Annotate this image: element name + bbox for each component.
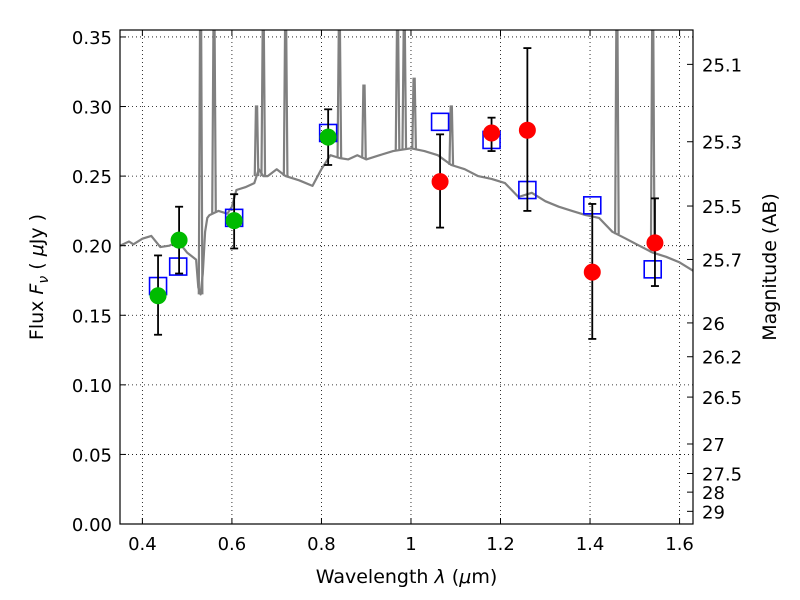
optical-data-point (149, 287, 167, 305)
x-axis-label-part: Wavelength (316, 566, 435, 588)
y-axis-label-part: ν (36, 276, 52, 284)
y2-tick-label: 27.5 (702, 464, 742, 485)
x-axis-label-part: ( (446, 566, 459, 588)
x-axis-label-part: m) (471, 566, 497, 588)
y2-tick-label: 26.2 (702, 348, 742, 369)
y-axis-label-part: Flux (26, 295, 48, 341)
near-ir-data-point (518, 121, 536, 139)
y-tick-label: 0.20 (72, 237, 112, 258)
y2-tick-label: 27 (702, 435, 725, 456)
y2-axis-label: Magnitude (AB) (759, 193, 781, 341)
x-tick-label: 1.2 (486, 534, 515, 555)
x-axis-label-part: λ (434, 566, 446, 588)
y2-tick-label: 29 (702, 502, 725, 523)
y-axis-label-part: μ (26, 244, 48, 257)
y2-tick-label: 25.5 (702, 197, 742, 218)
y-tick-label: 0.25 (72, 167, 112, 188)
model-emission-line (211, 30, 217, 213)
y2-tick-label: 26 (702, 314, 725, 335)
model-emission-line (197, 30, 204, 295)
y-axis-label-part: F (26, 283, 48, 295)
plot-frame (119, 29, 694, 525)
x-axis-label-part: μ (458, 566, 471, 588)
y2-tick-label: 25.1 (702, 55, 742, 76)
y-tick-label: 0.35 (72, 28, 112, 49)
y2-tick-label: 28 (702, 483, 725, 504)
y-tick-label: 0.15 (72, 306, 112, 327)
model-continuum-line (120, 147, 693, 296)
optical-data-point (170, 231, 188, 249)
y2-tick-label: 26.5 (702, 388, 742, 409)
y-axis-label-part: Jy ) (26, 214, 48, 245)
model-spectrum (120, 30, 693, 296)
model-emission-line (394, 30, 401, 151)
y-axis-label: Flux Fν ( μJy ) (26, 214, 52, 340)
data-points (148, 47, 664, 340)
model-emission-line (282, 30, 289, 177)
model-emission-line (614, 30, 620, 235)
model-emission-line (411, 77, 418, 149)
x-tick-label: 1.6 (665, 534, 694, 555)
y2-tick-label: 25.7 (702, 250, 742, 271)
model-photometry-square (643, 260, 663, 279)
model-emission-line (649, 30, 656, 253)
x-tick-label: 0.8 (307, 534, 336, 555)
near-ir-data-point (483, 124, 501, 142)
y-tick-label: 0.05 (72, 445, 112, 466)
axis-ticks (120, 30, 693, 525)
x-axis-label: Wavelength λ (μm) (316, 566, 497, 588)
near-ir-data-point (431, 173, 449, 191)
optical-data-point (319, 128, 337, 146)
y-tick-label: 0.10 (72, 376, 112, 397)
model-emission-line (260, 30, 267, 177)
model-emission-line (361, 84, 367, 159)
y2-tick-label: 25.3 (702, 133, 742, 154)
x-tick-label: 1 (405, 534, 416, 555)
model-emission-line (401, 30, 408, 150)
x-tick-label: 0.4 (128, 534, 157, 555)
model-photometry-square (430, 112, 450, 132)
tick-labels: 0.4 0.6 0.8 1 1.2 1.4 1.6 0.00 0.05 0.10 0.15 0.20 0… (72, 28, 742, 555)
x-tick-label: 1.4 (576, 534, 605, 555)
y-tick-label: 0.30 (72, 98, 112, 119)
x-tick-label: 0.6 (218, 534, 247, 555)
near-ir-data-point (583, 263, 601, 281)
y-axis-label-part: ( (26, 256, 48, 276)
optical-data-point (225, 212, 243, 230)
model-emission-line (448, 105, 455, 166)
model-emission-line (336, 30, 343, 159)
near-ir-data-point (646, 234, 664, 252)
y-tick-label: 0.00 (72, 515, 112, 536)
model-emission-line (253, 105, 260, 177)
